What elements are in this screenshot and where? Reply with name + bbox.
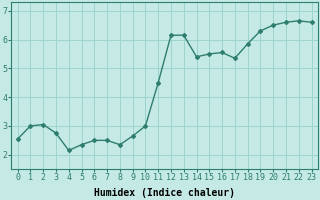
X-axis label: Humidex (Indice chaleur): Humidex (Indice chaleur) xyxy=(94,188,235,198)
